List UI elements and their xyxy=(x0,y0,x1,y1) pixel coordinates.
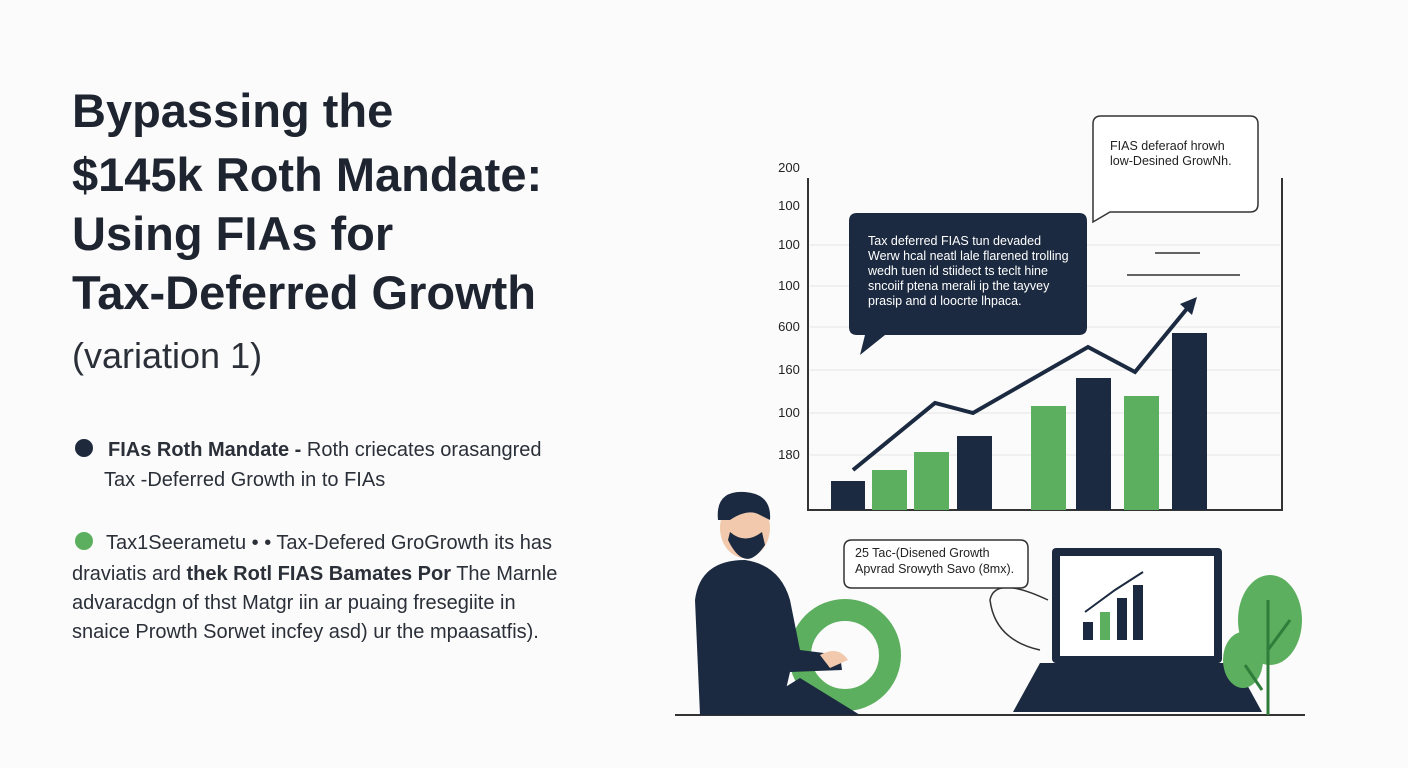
bar xyxy=(1076,378,1111,510)
axis-label: 100 xyxy=(778,198,800,213)
bullet-line: The Marnle xyxy=(451,563,557,585)
callout-line: 25 Tac-(Disened Growth xyxy=(855,546,990,560)
bullet-line: advaracdgn of thst Matgr iin ar puaing f… xyxy=(72,592,516,614)
bar xyxy=(872,470,907,510)
axis-label: 100 xyxy=(778,278,800,293)
bar xyxy=(1172,333,1207,510)
bullet-bold: thek Rotl FIAS Bamates Por xyxy=(187,563,452,585)
bullet-line: Tax1Seerametu • • Tax-Defered GroGrowth … xyxy=(106,532,552,554)
axis-label: 100 xyxy=(778,405,800,420)
top-callout xyxy=(1092,115,1259,224)
axis-label: 180 xyxy=(778,447,800,462)
callout-line: prasip and d loocrte lhpaca. xyxy=(868,294,1022,308)
axis-label: 100 xyxy=(778,237,800,252)
bar xyxy=(831,481,865,510)
callout-line: sncoiif ptena merali ip the tayvey xyxy=(868,279,1050,293)
chart-illustration: 200 100 100 100 600 160 100 180 Tax deferred FI… xyxy=(778,115,1283,511)
bar xyxy=(914,452,949,510)
person xyxy=(695,491,860,715)
bar xyxy=(1031,406,1066,510)
callout-line: wedh tuen id stiidect ts teclt hine xyxy=(867,264,1048,278)
title-line: Tax-Deferred Growth xyxy=(72,266,536,319)
connector xyxy=(989,586,1049,651)
bullet-text: FIAs Roth Mandate - Roth criecates orasa… xyxy=(108,439,541,461)
callout-line: low-Desined GrowNh. xyxy=(1110,154,1232,168)
laptop xyxy=(1013,548,1262,712)
axis-label: 600 xyxy=(778,319,800,334)
bullet-bold: FIAs Roth Mandate - xyxy=(108,439,301,461)
bullet-line: snaice Prowth Sorwet incfey asd) ur the … xyxy=(72,621,539,643)
bullet-line: Tax -Deferred Growth in to FIAs xyxy=(104,469,385,491)
bottom-callout xyxy=(843,539,1029,589)
bar xyxy=(957,436,992,510)
bullet-dot xyxy=(75,532,93,550)
title-line: Using FIAs for xyxy=(72,207,393,260)
axis-label: 160 xyxy=(778,362,800,377)
bar xyxy=(1124,396,1159,510)
title: Bypassing the $145k Roth Mandate: Using … xyxy=(72,84,542,376)
callout-line: Werw hcal neatl lale flarened trolling xyxy=(868,249,1069,263)
title-line: $145k Roth Mandate: xyxy=(72,148,542,201)
plant xyxy=(1223,575,1302,715)
axis-label: 200 xyxy=(778,160,800,175)
bullet-dot xyxy=(75,439,93,457)
dark-callout xyxy=(849,213,1087,355)
title-line: Bypassing the xyxy=(72,84,393,137)
callout-line: Apvrad Srowyth Savo (8mx). xyxy=(855,562,1014,576)
subtitle: (variation 1) xyxy=(72,335,262,376)
bullet-text: draviatis ard thek Rotl FIAS Bamates Por… xyxy=(72,563,557,585)
trend-line xyxy=(851,303,1192,472)
callout-line: Tax deferred FIAS tun devaded xyxy=(868,234,1041,248)
bullet-line: Roth criecates orasangred xyxy=(307,439,542,461)
axis-labels: 200 100 100 100 600 160 100 180 xyxy=(778,160,800,462)
callout-line: FIAS deferaof hrowh xyxy=(1110,139,1225,153)
bullet-line: draviatis ard xyxy=(72,563,187,585)
arrow-head xyxy=(1180,297,1197,315)
